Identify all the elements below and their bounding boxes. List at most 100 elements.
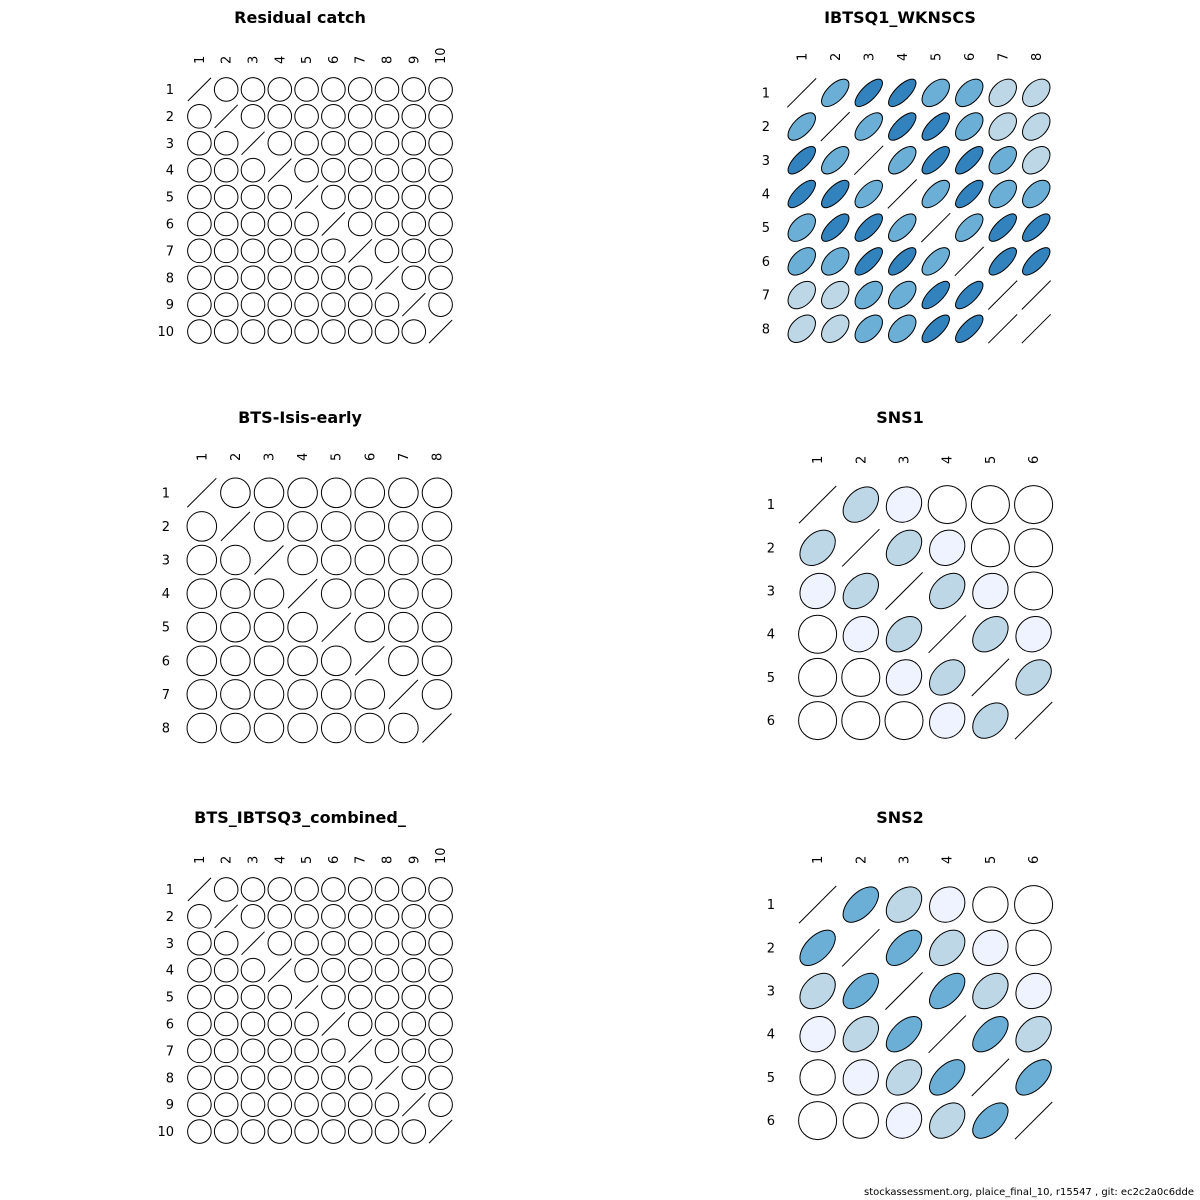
correlation-ellipse xyxy=(187,184,212,210)
correlation-ellipse xyxy=(854,280,883,310)
correlation-ellipse xyxy=(213,265,239,291)
correlation-ellipse xyxy=(213,877,239,902)
correlation-line xyxy=(321,212,346,236)
correlation-ellipse xyxy=(401,211,427,237)
correlation-ellipse xyxy=(354,712,386,744)
correlation-ellipse xyxy=(321,904,346,929)
correlation-ellipse xyxy=(428,157,453,183)
row-label: 4 xyxy=(767,1028,775,1043)
correlation-ellipse xyxy=(187,292,212,317)
correlation-ellipse xyxy=(374,1011,400,1037)
correlation-ellipse xyxy=(321,877,346,902)
column-label: 6 xyxy=(327,56,342,64)
correlation-ellipse xyxy=(294,930,319,956)
correlation-ellipse xyxy=(401,265,427,291)
correlation-ellipse xyxy=(799,1059,836,1096)
correlation-ellipse xyxy=(1022,78,1051,108)
correlation-ellipse xyxy=(988,179,1017,209)
correlation-ellipse xyxy=(347,1011,373,1037)
correlation-ellipse xyxy=(213,1011,239,1037)
correlation-ellipse xyxy=(287,712,318,744)
correlation-ellipse xyxy=(347,292,373,317)
correlation-ellipse xyxy=(885,886,923,923)
correlation-ellipse xyxy=(955,179,984,209)
row-label: 1 xyxy=(767,498,775,513)
correlation-ellipse xyxy=(854,314,883,343)
correlation-ellipse xyxy=(885,1016,923,1053)
row-label: 3 xyxy=(162,554,170,569)
correlation-ellipse xyxy=(428,1011,453,1037)
row-label: 2 xyxy=(767,941,775,956)
column-label: 5 xyxy=(300,56,315,64)
correlation-ellipse xyxy=(321,1092,346,1117)
row-label: 8 xyxy=(762,322,770,337)
correlation-ellipse xyxy=(799,929,836,966)
correlation-ellipse xyxy=(787,146,816,175)
correlation-ellipse xyxy=(970,485,1010,525)
panel-1: Residual catch 1 2 3 4 5 6 7 8 9 10 1 2 3 4 5 6 7 8 9 10 xyxy=(157,8,453,344)
correlation-ellipse xyxy=(267,1038,293,1064)
correlation-ellipse xyxy=(213,957,239,983)
correlation-ellipse xyxy=(401,1119,427,1144)
correlation-line xyxy=(428,1119,453,1144)
row-label: 7 xyxy=(166,244,174,259)
correlation-ellipse xyxy=(354,544,386,576)
column-label: 2 xyxy=(220,56,235,64)
row-label: 3 xyxy=(767,985,775,1000)
row-label: 6 xyxy=(767,714,775,729)
correlation-ellipse xyxy=(240,1119,266,1144)
row-label: 8 xyxy=(166,1071,174,1086)
correlation-ellipse xyxy=(321,104,346,129)
correlation-line xyxy=(920,212,951,243)
correlation-ellipse xyxy=(1015,1016,1052,1053)
correlation-ellipse xyxy=(888,280,917,310)
correlation-ellipse xyxy=(374,157,400,183)
correlation-ellipse xyxy=(798,701,838,741)
correlation-ellipse xyxy=(421,645,453,677)
correlation-ellipse xyxy=(186,611,218,643)
correlation-ellipse xyxy=(213,1119,239,1144)
correlation-ellipse xyxy=(294,904,319,929)
correlation-ellipse xyxy=(267,211,293,237)
correlation-ellipse xyxy=(401,157,427,183)
correlation-ellipse xyxy=(798,657,838,697)
correlation-ellipse xyxy=(787,112,816,141)
column-label: 1 xyxy=(795,53,810,61)
correlation-ellipse xyxy=(294,1119,319,1144)
row-label: 3 xyxy=(767,585,775,600)
column-label: 7 xyxy=(354,856,369,864)
correlation-ellipse xyxy=(787,314,816,343)
correlation-ellipse xyxy=(347,1092,373,1117)
correlation-ellipse xyxy=(885,1102,923,1139)
correlation-ellipse xyxy=(287,611,318,643)
correlation-ellipse xyxy=(187,265,212,291)
correlation-line xyxy=(928,1015,967,1054)
column-label: 4 xyxy=(296,453,311,461)
correlation-ellipse xyxy=(929,929,966,966)
correlation-ellipse xyxy=(294,1011,319,1037)
correlation-ellipse xyxy=(842,1102,879,1139)
correlation-ellipse xyxy=(321,265,346,291)
correlation-ellipse xyxy=(428,877,453,902)
correlation-ellipse xyxy=(294,319,319,344)
column-label: 4 xyxy=(273,56,288,64)
correlation-ellipse xyxy=(972,1102,1009,1139)
correlation-ellipse xyxy=(388,578,419,609)
correlation-ellipse xyxy=(253,679,285,710)
row-label: 6 xyxy=(166,217,174,232)
correlation-ellipse xyxy=(428,292,453,317)
correlation-ellipse xyxy=(842,972,879,1010)
correlation-ellipse xyxy=(287,511,318,542)
correlation-ellipse xyxy=(347,157,373,183)
correlation-ellipse xyxy=(401,984,427,1010)
column-label: 3 xyxy=(247,56,262,64)
correlation-ellipse xyxy=(388,611,419,643)
correlation-ellipse xyxy=(888,314,917,343)
correlation-line xyxy=(294,985,319,1009)
correlation-ellipse xyxy=(428,130,453,156)
correlation-ellipse xyxy=(374,238,400,264)
correlation-line xyxy=(267,158,292,183)
correlation-ellipse xyxy=(988,247,1017,276)
correlation-ellipse xyxy=(347,265,373,291)
correlation-ellipse xyxy=(955,314,984,343)
